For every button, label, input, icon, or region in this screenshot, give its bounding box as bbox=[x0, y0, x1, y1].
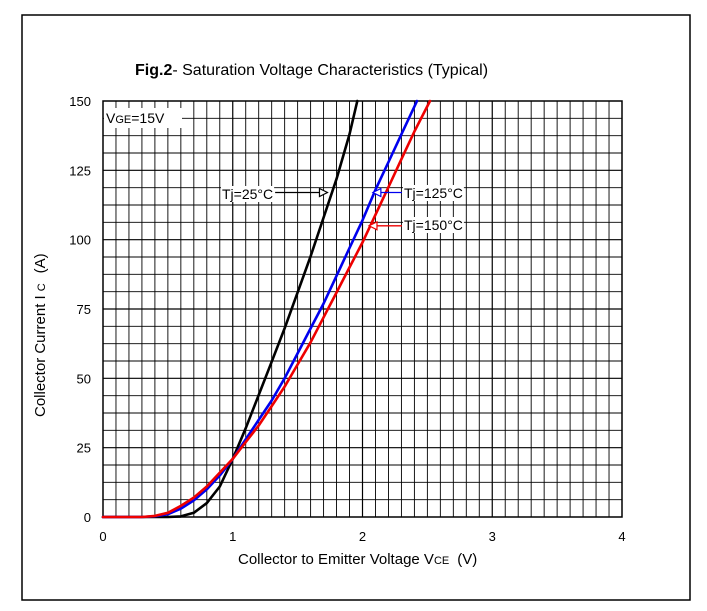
annotation-label-3: Tj=150°C bbox=[404, 217, 463, 233]
annotation-bg-2 bbox=[403, 185, 464, 201]
annotation-bg-1 bbox=[221, 186, 275, 202]
y-axis-label: Collector Current I C (A) bbox=[32, 253, 49, 417]
x-axis-label-main: Collector to Emitter Voltage V bbox=[238, 551, 434, 568]
annotation-label-2: Tj=125°C bbox=[404, 185, 463, 201]
condition-sub: GE bbox=[115, 114, 131, 126]
condition-value: =15V bbox=[131, 110, 165, 126]
x-tick-label: 3 bbox=[489, 529, 496, 544]
x-tick-label: 4 bbox=[618, 529, 625, 544]
annotation-arrowhead-2 bbox=[371, 187, 382, 198]
annotation-arrowhead-1 bbox=[318, 187, 329, 198]
y-axis-label-unit: (A) bbox=[32, 253, 49, 273]
x-tick-label: 2 bbox=[359, 529, 366, 544]
x-tick-label: 1 bbox=[229, 529, 236, 544]
y-tick-label: 75 bbox=[77, 302, 91, 317]
y-axis-label-sub: C bbox=[36, 283, 48, 291]
chart-title: Fig.2- Saturation Voltage Characteristic… bbox=[135, 62, 488, 79]
series-lines bbox=[101, 99, 432, 519]
series-line-1 bbox=[101, 99, 359, 519]
x-axis-label-sub: CE bbox=[434, 555, 449, 567]
y-axis-label-main: Collector Current I bbox=[32, 295, 49, 417]
series-annotations: Tj=25°C Tj=125°C Tj=150°C bbox=[221, 185, 464, 233]
condition-box bbox=[104, 108, 182, 128]
series-line-3 bbox=[101, 99, 432, 519]
title-rest: - Saturation Voltage Characteristics (Ty… bbox=[172, 62, 488, 79]
x-tick-labels: 0 1 2 3 4 bbox=[99, 529, 625, 544]
annotation-label-1: Tj=25°C bbox=[222, 186, 273, 202]
y-tick-label: 25 bbox=[77, 441, 91, 456]
condition-prefix: V bbox=[106, 110, 116, 126]
annotation-arrowhead-3 bbox=[367, 220, 378, 231]
y-tick-label: 125 bbox=[69, 163, 91, 178]
grid-lines bbox=[103, 101, 622, 517]
series-line-2 bbox=[101, 99, 419, 519]
annotation-bg-3 bbox=[403, 217, 464, 233]
y-tick-label: 150 bbox=[69, 94, 91, 109]
condition-label: VGE=15V bbox=[106, 110, 165, 126]
x-tick-label: 0 bbox=[99, 529, 106, 544]
x-axis-label-unit: (V) bbox=[457, 551, 477, 568]
title-bold: Fig.2 bbox=[135, 62, 172, 79]
plot-area-border bbox=[102, 100, 623, 518]
y-tick-label: 50 bbox=[77, 371, 91, 386]
y-tick-label: 100 bbox=[69, 233, 91, 248]
y-tick-label: 0 bbox=[84, 510, 91, 525]
y-tick-labels: 0 25 50 75 100 125 150 bbox=[69, 94, 91, 525]
x-axis-label: Collector to Emitter Voltage VCE (V) bbox=[238, 551, 477, 568]
